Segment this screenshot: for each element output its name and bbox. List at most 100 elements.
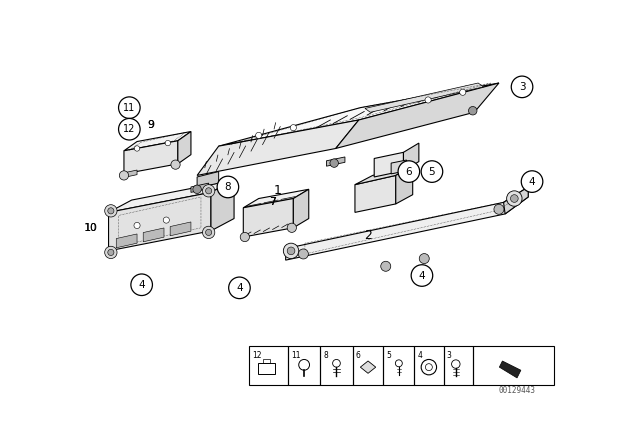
Circle shape	[105, 246, 117, 258]
Text: 00129443: 00129443	[499, 386, 536, 395]
Circle shape	[165, 140, 170, 146]
Circle shape	[421, 161, 443, 182]
Text: 10: 10	[84, 223, 97, 233]
Text: 12: 12	[253, 351, 262, 360]
Text: 8: 8	[225, 182, 231, 192]
Bar	[250, 346, 288, 385]
Circle shape	[414, 266, 429, 282]
Text: 11: 11	[124, 103, 136, 112]
Text: 4: 4	[419, 271, 425, 280]
Circle shape	[217, 176, 239, 198]
Circle shape	[284, 243, 299, 258]
Polygon shape	[116, 234, 137, 248]
Circle shape	[240, 233, 250, 241]
Polygon shape	[391, 160, 406, 174]
Polygon shape	[243, 198, 293, 237]
Text: 8: 8	[323, 351, 328, 360]
Polygon shape	[403, 143, 419, 171]
Polygon shape	[374, 152, 403, 177]
Polygon shape	[499, 361, 521, 378]
Text: 12: 12	[123, 124, 136, 134]
Polygon shape	[360, 361, 376, 373]
Circle shape	[287, 223, 296, 233]
Text: 7: 7	[269, 198, 276, 207]
Text: 10: 10	[84, 223, 98, 233]
Polygon shape	[355, 176, 396, 212]
Bar	[353, 346, 383, 385]
Circle shape	[419, 254, 429, 263]
Text: 5: 5	[387, 351, 392, 360]
Polygon shape	[293, 189, 308, 228]
Circle shape	[411, 265, 433, 286]
Circle shape	[330, 159, 339, 168]
Bar	[258, 362, 275, 374]
Text: 9: 9	[147, 121, 154, 130]
Circle shape	[118, 118, 140, 140]
Text: 3: 3	[447, 351, 451, 360]
Bar	[262, 359, 270, 362]
Text: 4: 4	[417, 351, 422, 360]
Circle shape	[118, 97, 140, 118]
Polygon shape	[285, 187, 528, 260]
Polygon shape	[124, 132, 191, 151]
Circle shape	[119, 171, 129, 180]
Circle shape	[202, 226, 215, 238]
Polygon shape	[109, 192, 211, 251]
Circle shape	[287, 247, 295, 255]
Circle shape	[228, 277, 250, 299]
Polygon shape	[326, 157, 345, 166]
Polygon shape	[124, 141, 178, 174]
Text: 4: 4	[138, 280, 145, 290]
Bar	[414, 346, 444, 385]
Polygon shape	[143, 228, 164, 242]
Circle shape	[134, 222, 140, 228]
Bar	[383, 346, 414, 385]
Circle shape	[291, 125, 296, 131]
Circle shape	[163, 217, 170, 223]
Bar	[288, 346, 320, 385]
Polygon shape	[243, 189, 308, 208]
Polygon shape	[365, 83, 484, 112]
Polygon shape	[396, 166, 413, 204]
Bar	[444, 346, 473, 385]
Polygon shape	[355, 166, 413, 185]
Circle shape	[494, 204, 504, 214]
Text: 1: 1	[274, 184, 282, 197]
Text: 11: 11	[291, 351, 301, 360]
Polygon shape	[109, 180, 234, 212]
Polygon shape	[504, 187, 528, 214]
Circle shape	[108, 208, 114, 214]
Polygon shape	[178, 132, 191, 164]
Circle shape	[418, 270, 426, 278]
Circle shape	[105, 205, 117, 217]
Polygon shape	[197, 172, 219, 188]
Circle shape	[425, 97, 431, 103]
Text: 6: 6	[356, 351, 360, 360]
Circle shape	[521, 171, 543, 192]
Circle shape	[202, 185, 215, 197]
Circle shape	[398, 161, 420, 182]
Polygon shape	[126, 170, 137, 177]
Circle shape	[381, 261, 391, 271]
Bar	[473, 346, 554, 385]
Polygon shape	[211, 180, 234, 231]
Circle shape	[205, 188, 212, 194]
Circle shape	[507, 191, 522, 206]
Polygon shape	[219, 83, 499, 146]
Circle shape	[171, 160, 180, 169]
Text: 4: 4	[529, 177, 536, 186]
Circle shape	[193, 185, 202, 194]
Circle shape	[108, 250, 114, 255]
Circle shape	[298, 249, 308, 259]
Circle shape	[131, 274, 152, 296]
Text: 6: 6	[406, 167, 412, 177]
Text: 4: 4	[236, 283, 243, 293]
Text: 5: 5	[429, 167, 435, 177]
Circle shape	[511, 195, 518, 202]
Circle shape	[460, 89, 466, 95]
Circle shape	[255, 132, 262, 138]
Text: 2: 2	[364, 229, 372, 242]
Circle shape	[468, 107, 477, 115]
Text: 3: 3	[519, 82, 525, 92]
Bar	[320, 346, 353, 385]
